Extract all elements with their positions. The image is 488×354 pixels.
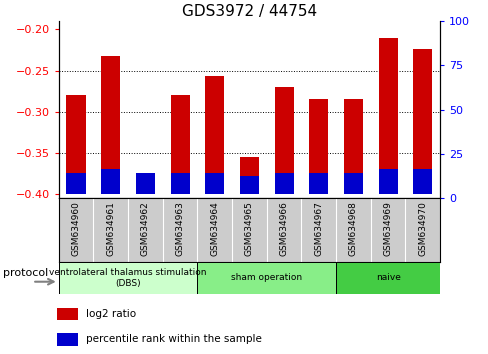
Bar: [66, 173, 85, 194]
Bar: [343, 99, 362, 194]
Bar: [170, 95, 189, 194]
Bar: [308, 99, 327, 194]
Text: GSM634961: GSM634961: [106, 201, 115, 256]
Bar: [197, 262, 335, 294]
Text: GSM634970: GSM634970: [417, 201, 427, 256]
Bar: [378, 169, 397, 194]
Bar: [205, 75, 224, 194]
Bar: [57, 308, 78, 320]
Bar: [412, 49, 431, 194]
Bar: [239, 157, 259, 194]
Text: naive: naive: [375, 273, 400, 282]
Bar: [239, 176, 259, 194]
Text: percentile rank within the sample: percentile rank within the sample: [86, 334, 262, 344]
Bar: [205, 173, 224, 194]
Bar: [66, 95, 85, 194]
Bar: [308, 173, 327, 194]
Bar: [343, 173, 362, 194]
Text: GSM634965: GSM634965: [244, 201, 253, 256]
Bar: [136, 183, 155, 194]
Bar: [378, 38, 397, 194]
Text: GSM634960: GSM634960: [71, 201, 81, 256]
Bar: [101, 56, 120, 194]
Bar: [335, 262, 439, 294]
Bar: [59, 262, 197, 294]
Bar: [274, 173, 293, 194]
Text: ventrolateral thalamus stimulation
(DBS): ventrolateral thalamus stimulation (DBS): [49, 268, 206, 287]
Bar: [274, 87, 293, 194]
Bar: [170, 173, 189, 194]
Bar: [136, 173, 155, 194]
Bar: [101, 169, 120, 194]
Bar: [412, 169, 431, 194]
Text: GSM634963: GSM634963: [175, 201, 184, 256]
Text: GSM634964: GSM634964: [210, 201, 219, 256]
Bar: [57, 333, 78, 346]
Text: log2 ratio: log2 ratio: [86, 309, 136, 319]
Text: GSM634962: GSM634962: [141, 201, 149, 256]
Text: GSM634969: GSM634969: [383, 201, 392, 256]
Text: protocol: protocol: [3, 268, 48, 278]
Text: sham operation: sham operation: [231, 273, 302, 282]
Text: GSM634968: GSM634968: [348, 201, 357, 256]
Title: GDS3972 / 44754: GDS3972 / 44754: [182, 4, 316, 19]
Text: GSM634967: GSM634967: [314, 201, 323, 256]
Text: GSM634966: GSM634966: [279, 201, 288, 256]
